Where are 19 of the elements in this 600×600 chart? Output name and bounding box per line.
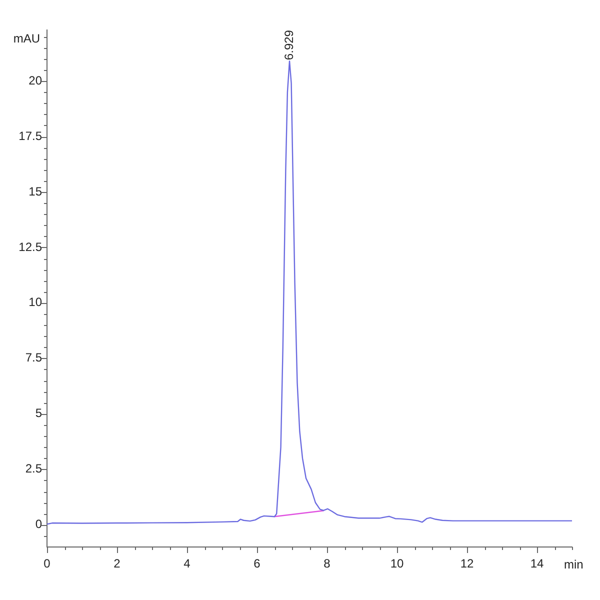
x-tick-label: 4 xyxy=(184,556,191,571)
x-tick-label: 6 xyxy=(254,556,261,571)
y-tick-label: 2.5 xyxy=(25,462,42,476)
x-tick-label: 14 xyxy=(530,556,544,571)
y-tick-label: 17.5 xyxy=(18,128,42,143)
x-tick-label: 8 xyxy=(324,556,331,571)
annotation: 6.929 xyxy=(282,30,296,60)
x-tick-label: 10 xyxy=(390,556,404,571)
y-tick-label: 7.5 xyxy=(25,350,42,365)
x-tick-label: 12 xyxy=(460,556,474,571)
y-axis-title: mAU xyxy=(13,31,40,46)
y-tick-label: 10 xyxy=(28,295,42,310)
y-tick-label: 20 xyxy=(28,73,42,88)
x-tick-label: 2 xyxy=(114,556,121,571)
y-tick-label: 0 xyxy=(35,517,42,532)
y-tick-label: 12.5 xyxy=(18,240,42,254)
y-tick-label: 5 xyxy=(35,406,42,420)
x-axis-title: min xyxy=(564,557,584,572)
y-tick-label: 15 xyxy=(28,184,42,198)
